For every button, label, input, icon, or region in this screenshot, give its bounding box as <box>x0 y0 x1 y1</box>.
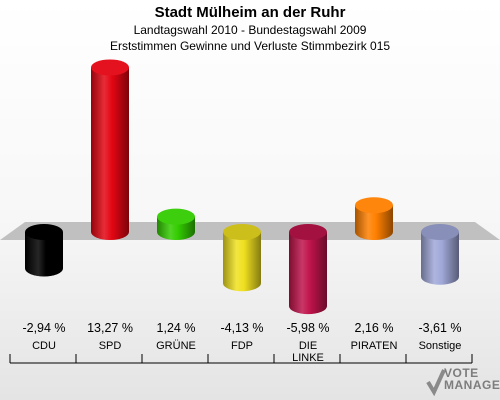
logo-line1: VOTE <box>444 366 479 380</box>
value-label-piraten: 2,16 % <box>355 321 394 335</box>
value-label-sonstige: -3,61 % <box>418 321 461 335</box>
bar-cdu <box>25 224 63 277</box>
category-label-sonstige: Sonstige <box>419 340 462 352</box>
value-label-cdu: -2,94 % <box>22 321 65 335</box>
category-label-spd: SPD <box>99 340 122 352</box>
category-label-die-linke: LINKE <box>292 352 324 364</box>
logo-text: VOTE MANAGER <box>444 367 500 391</box>
bar-fdp <box>223 224 261 292</box>
chart-title: Stadt Mülheim an der Ruhr <box>154 4 346 21</box>
bar-die-linke <box>289 224 327 315</box>
bar-gruene <box>157 208 195 240</box>
category-label-gruene: GRÜNE <box>156 340 196 352</box>
chart-subtitle-elections: Landtagswahl 2010 - Bundestagswahl 2009 <box>133 23 367 37</box>
value-label-die-linke: -5,98 % <box>286 321 329 335</box>
chart-subtitle-district: Erststimmen Gewinne und Verluste Stimmbe… <box>109 39 391 53</box>
bar-spd <box>91 59 129 240</box>
category-label-cdu: CDU <box>32 340 56 352</box>
logo-line2: MANAGER <box>444 378 500 392</box>
bar-piraten <box>355 197 393 240</box>
bar-sonstige <box>421 224 459 285</box>
value-label-spd: 13,27 % <box>87 321 133 335</box>
category-label-piraten: PIRATEN <box>351 340 398 352</box>
votemanager-logo: VOTE MANAGER <box>426 364 500 400</box>
category-label-die-linke: DIE <box>299 340 317 352</box>
value-label-fdp: -4,13 % <box>220 321 263 335</box>
category-label-fdp: FDP <box>231 340 253 352</box>
checkmark-icon <box>426 369 446 397</box>
value-label-gruene: 1,24 % <box>157 321 196 335</box>
